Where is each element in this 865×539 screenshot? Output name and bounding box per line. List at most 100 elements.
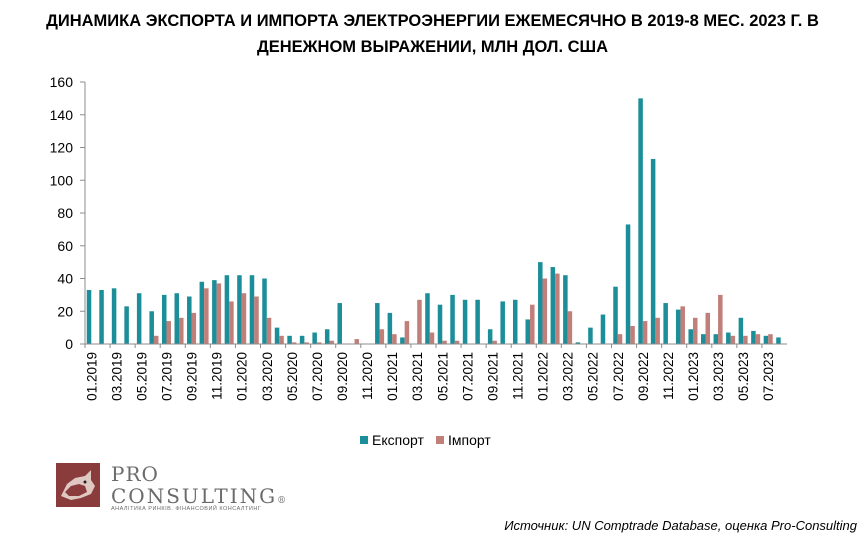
pro-consulting-logo: PRO CONSULTING® АНАЛІТИКА РИНКІВ. ФІНАНС… [55, 462, 289, 512]
bar-import [354, 339, 360, 344]
y-tick-label: 0 [65, 336, 73, 352]
y-tick-label: 40 [57, 271, 73, 287]
bar-import [216, 283, 222, 344]
bar-export [425, 293, 430, 344]
legend-swatch [360, 436, 368, 444]
bar-export [437, 304, 443, 344]
chart-title-line2: ДЕНЕЖНОМ ВЫРАЖЕНИИ, МЛН ДОЛ. США [256, 38, 609, 56]
bar-import [454, 340, 460, 344]
bar-export [763, 335, 769, 344]
bar-import [429, 332, 435, 344]
x-tick-label: 03.2022 [561, 352, 576, 401]
y-tick-label: 80 [57, 205, 73, 221]
legend-label: Імпорт [448, 432, 491, 448]
bar-export [136, 293, 142, 344]
x-tick-label: 01.2021 [385, 352, 400, 401]
bar-export [274, 327, 280, 344]
x-tick-label: 07.2022 [611, 352, 626, 401]
bar-import [542, 278, 548, 344]
y-axis: 0 20 40 60 80 100 120 140 160 [50, 74, 86, 352]
x-tick-label: 11.2021 [510, 352, 525, 400]
bar-import [241, 293, 247, 344]
bar-export [387, 312, 393, 344]
bar-import [642, 321, 648, 344]
x-tick-label: 07.2020 [310, 352, 325, 401]
bar-export [575, 342, 581, 344]
x-tick-label: 01.2022 [536, 352, 551, 401]
bar-export [161, 294, 167, 344]
bar-export [751, 330, 756, 344]
bar-import [655, 317, 660, 344]
bar-import [417, 299, 422, 344]
bar-import [555, 273, 560, 344]
y-tick-label: 140 [50, 107, 74, 123]
bar-export [525, 319, 531, 344]
bar-import [442, 340, 447, 344]
bar-import [743, 335, 748, 344]
bar-export [738, 317, 744, 344]
bar-import [204, 288, 209, 344]
x-tick-label: 11.2020 [360, 352, 375, 400]
bar-export [600, 314, 606, 344]
bar-export [450, 294, 455, 344]
bar-export [400, 337, 405, 344]
bar-export [111, 288, 117, 344]
bar-import [279, 335, 284, 344]
bar-import [492, 340, 497, 344]
logo-registered-mark: ® [277, 496, 289, 506]
x-tick-label: 03.2021 [410, 352, 425, 401]
bar-import [680, 306, 685, 344]
bar-import [304, 342, 309, 344]
x-tick-label: 05.2023 [736, 352, 751, 401]
x-tick-label: 07.2021 [460, 352, 475, 401]
bar-import [705, 312, 711, 344]
bar-export [224, 275, 230, 344]
x-tick-label: 05.2022 [586, 352, 601, 401]
bar-export [538, 262, 543, 344]
x-tick-label: 03.2023 [711, 352, 726, 401]
bar-export [475, 299, 480, 344]
x-tick-label: 09.2020 [335, 352, 350, 401]
bar-export [174, 293, 180, 344]
bar-export [99, 289, 104, 344]
bar-export [212, 280, 217, 344]
bar-import [166, 321, 171, 344]
bar-export [726, 332, 731, 344]
bar-import [392, 334, 397, 344]
y-tick-label: 20 [57, 303, 73, 319]
bar-export [149, 311, 154, 344]
bar-export [337, 303, 342, 344]
logo-pro-text: PRO [111, 462, 159, 486]
bar-import [730, 335, 736, 344]
bar-export [563, 275, 568, 344]
bar-export [550, 267, 556, 344]
bar-export [187, 296, 192, 344]
x-tick-label: 09.2019 [185, 352, 200, 401]
y-tick-label: 160 [50, 74, 74, 90]
bar-import [229, 301, 234, 344]
bar-import [692, 317, 698, 344]
bar-import [379, 329, 385, 344]
bar-import [768, 334, 773, 344]
x-tick-label: 05.2021 [435, 352, 450, 401]
bars [86, 98, 781, 344]
bar-export [613, 286, 618, 344]
bar-export [249, 275, 255, 344]
x-tick-label: 01.2019 [84, 352, 99, 401]
x-tick-label: 01.2023 [686, 352, 701, 401]
bar-export [688, 329, 693, 344]
bar-export [312, 332, 317, 344]
bar-export [713, 334, 719, 344]
bar-export [375, 303, 380, 344]
x-tick-label: 07.2019 [159, 352, 174, 401]
bar-import [291, 342, 297, 344]
y-tick-label: 120 [50, 140, 74, 156]
x-tick-label: 11.2022 [661, 352, 676, 400]
x-tick-label: 03.2019 [109, 352, 124, 401]
bar-import [329, 340, 334, 344]
bar-import [153, 335, 159, 344]
bar-import [316, 342, 322, 344]
bar-export [324, 329, 330, 344]
x-tick-label: 09.2021 [485, 352, 500, 401]
bar-export [199, 281, 205, 344]
